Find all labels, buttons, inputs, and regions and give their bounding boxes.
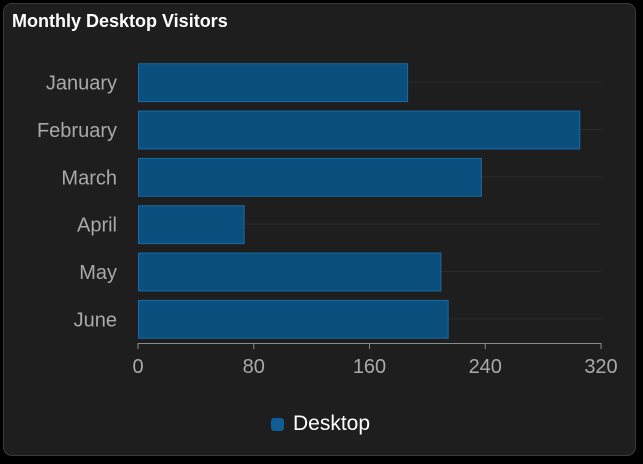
bar-february[interactable] <box>138 110 581 150</box>
x-tick-label: 0 <box>132 356 143 378</box>
y-tick-label: March <box>61 167 117 189</box>
bar-june[interactable] <box>138 299 449 339</box>
y-tick-label: January <box>46 73 117 95</box>
chart-card: Monthly Desktop Visitors January February… <box>3 3 636 456</box>
x-tick-label: 80 <box>243 356 265 378</box>
y-tick-label: April <box>77 215 117 237</box>
y-tick-label: June <box>74 309 117 331</box>
x-tick-label: 320 <box>584 356 617 378</box>
y-tick-label: May <box>79 262 117 284</box>
x-tick-label: 160 <box>353 356 386 378</box>
bar-may[interactable] <box>138 252 442 292</box>
bar-april[interactable] <box>138 205 245 245</box>
bar-march[interactable] <box>138 157 482 197</box>
x-tick-label: 240 <box>469 356 502 378</box>
legend-label-desktop: Desktop <box>292 412 371 435</box>
bar-chart: January February March April May June 0 80 160 24… <box>37 63 618 378</box>
legend-item-desktop[interactable]: Desktop <box>270 412 371 436</box>
chart-legend: Desktop <box>4 412 635 436</box>
legend-swatch-desktop <box>270 417 284 431</box>
chart-title: Monthly Desktop Visitors <box>12 11 228 31</box>
y-tick-label: February <box>37 120 117 142</box>
bar-january[interactable] <box>138 63 409 103</box>
